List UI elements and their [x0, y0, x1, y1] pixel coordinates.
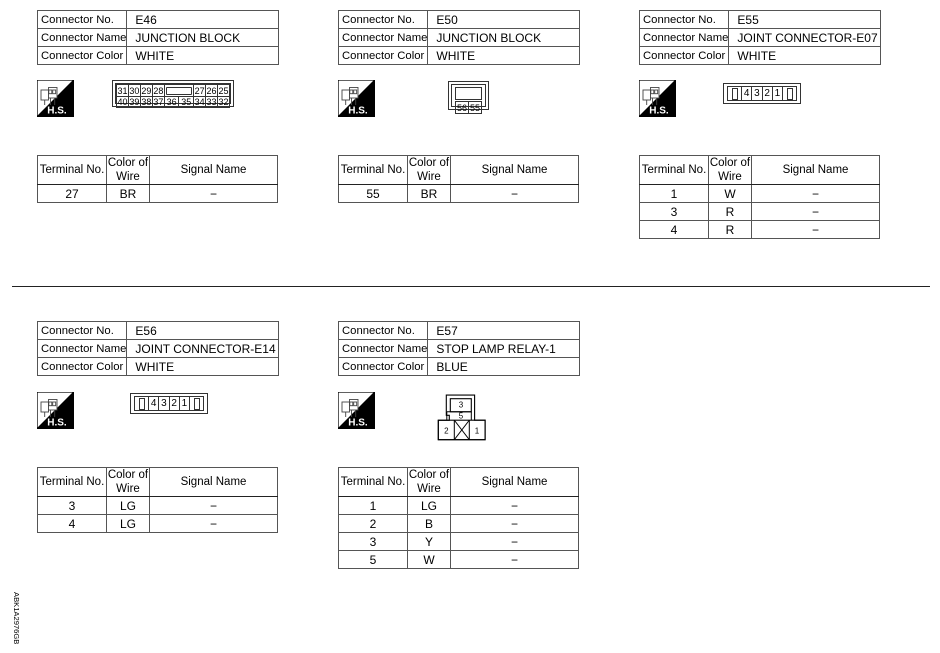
svg-text:1: 1 [475, 427, 480, 436]
svg-text:H.S.: H.S. [348, 418, 368, 429]
svg-text:H.S.: H.S. [47, 418, 67, 429]
svg-text:2: 2 [444, 427, 449, 436]
svg-text:H.S.: H.S. [348, 106, 368, 117]
svg-text:3: 3 [459, 401, 464, 410]
svg-text:H.S.: H.S. [649, 106, 669, 117]
svg-text:5: 5 [459, 412, 464, 421]
svg-text:H.S.: H.S. [47, 106, 67, 117]
